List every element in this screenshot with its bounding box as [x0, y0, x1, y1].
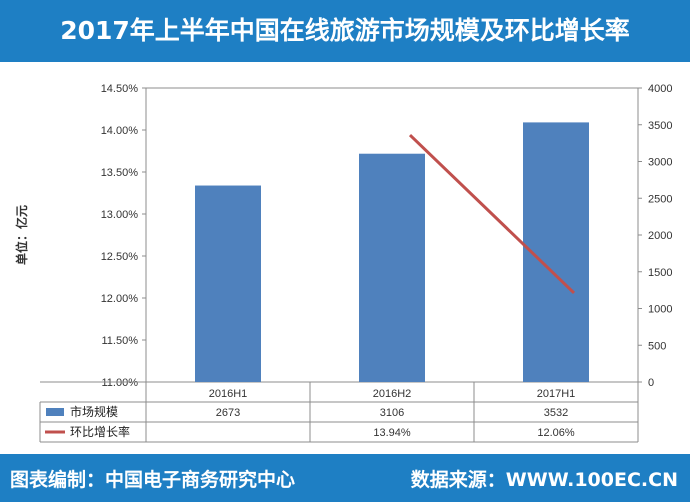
footer-source: 数据来源：WWW.100EC.CN: [410, 469, 678, 491]
bar-value-label: 3106: [380, 407, 404, 419]
bar-value-label: 3532: [544, 407, 568, 419]
category-label: 2016H1: [209, 388, 248, 400]
left-tick-label: 14.50%: [101, 83, 139, 95]
right-tick-label: 2500: [648, 193, 672, 205]
left-tick-label: 11.00%: [102, 377, 139, 389]
unit-label: 单位：亿元: [14, 205, 29, 265]
left-tick-label: 13.00%: [101, 209, 139, 221]
legend-label-line: 环比增长率: [70, 424, 130, 439]
right-tick-label: 4000: [648, 83, 672, 95]
legend-label-bar: 市场规模: [70, 404, 118, 419]
bar-2016H1: [195, 185, 261, 382]
plot-area: 11.00% 11.50% 12.00% 12.50% 13.00% 13.50% 14.0…: [14, 83, 672, 443]
legend-swatch-bar: [46, 408, 64, 416]
bar-value-label: 2673: [216, 407, 240, 419]
right-tick-label: 3500: [648, 120, 672, 132]
category-label: 2017H1: [537, 388, 576, 400]
left-tick-label: 12.50%: [101, 251, 139, 263]
left-tick-label: 12.00%: [101, 293, 139, 305]
rate-value-label: 12.06%: [537, 427, 575, 439]
growth-rate-line: [408, 133, 576, 295]
rate-value-label: 13.94%: [373, 427, 411, 439]
right-tick-label: 0: [648, 377, 654, 389]
right-tick-label: 1500: [648, 267, 672, 279]
category-label: 2016H2: [373, 388, 412, 400]
left-tick-label: 13.50%: [101, 167, 139, 179]
chart-svg: 11.00% 11.50% 12.00% 12.50% 13.00% 13.50% 14.0…: [14, 83, 672, 443]
chart-panel: 11.00% 11.50% 12.00% 12.50% 13.00% 13.50% 14.0…: [0, 62, 690, 454]
bar-2017H1: [523, 122, 589, 382]
right-tick-label: 500: [648, 340, 666, 352]
bar-2016H2: [359, 153, 425, 382]
footer-credit: 图表编制：中国电子商务研究中心: [10, 469, 296, 491]
right-tick-label: 1000: [648, 304, 672, 316]
left-tick-label: 14.00%: [101, 125, 139, 137]
right-tick-label: 3000: [648, 157, 672, 169]
right-tick-label: 2000: [648, 230, 672, 242]
left-tick-label: 11.50%: [102, 335, 139, 347]
chart-title: 2017年上半年中国在线旅游市场规模及环比增长率: [60, 16, 630, 45]
